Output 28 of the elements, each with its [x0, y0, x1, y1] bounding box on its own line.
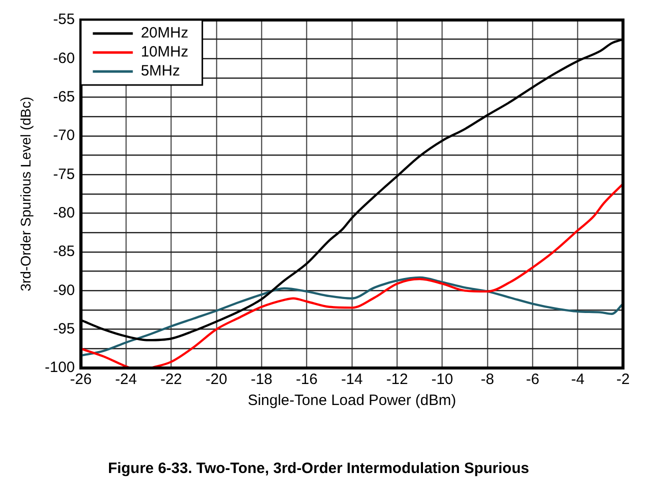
text: Figure 6-33. Two-Tone, 3rd-Order Intermodulation Spurious [108, 460, 530, 478]
y-tick-label: -70 [53, 127, 75, 144]
x-tick-label: -18 [250, 371, 272, 388]
x-tick-label: -14 [341, 371, 363, 388]
y-tick-label: -90 [53, 282, 75, 299]
x-tick-label: -22 [160, 371, 182, 388]
x-tick-label: -10 [431, 371, 454, 388]
x-tick-label: -6 [526, 371, 540, 388]
y-tick-label: -65 [53, 88, 75, 106]
x-axis-title: Single-Tone Load Power (dBm) [248, 392, 456, 410]
y-tick-label: -75 [53, 166, 75, 183]
legend-label: 20MHz [140, 24, 188, 42]
legend-label: 5MHz [140, 62, 180, 80]
y-tick-label: -80 [53, 204, 75, 222]
x-tick-label: -24 [115, 371, 137, 388]
line-series [80, 276, 623, 357]
x-tick-label: -12 [386, 371, 408, 388]
y-tick-label: -95 [53, 320, 75, 338]
x-tick-label: -8 [480, 371, 494, 388]
y-tick-label: -55 [53, 11, 75, 28]
x-tick-label: -16 [296, 371, 318, 388]
legend-label: 10MHz [140, 44, 188, 61]
y-tick-label: -60 [53, 50, 75, 67]
x-tick-label: -4 [571, 371, 584, 388]
x-tick-label: -20 [206, 371, 228, 388]
y-axis-title: 3rd-Order Spurious Level (dBc) [17, 96, 34, 292]
y-tick-label: -85 [53, 243, 75, 260]
x-tick-label: -2 [616, 371, 630, 388]
